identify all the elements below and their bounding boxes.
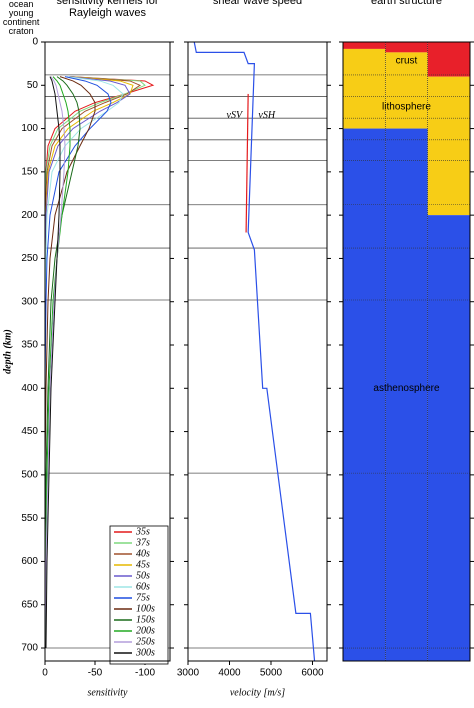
chart-title: sensitivity kernels for Rayleigh waves [56,0,159,19]
legend-label: 40s [136,548,150,559]
layer [343,42,386,49]
kernel-line [45,76,61,649]
legend-label: 60s [136,581,150,592]
y-tick-label: 200 [21,210,38,221]
legend-label: 200s [136,625,155,636]
column-label: ocean [8,0,34,9]
y-tick-label: 550 [21,513,38,524]
velocity-line [245,93,249,233]
y-tick-label: 50 [27,80,39,91]
layer [343,48,386,129]
legend-label: 45s [136,559,150,570]
series-label: vSV [227,110,244,121]
y-tick-label: 350 [21,340,38,351]
layer [385,42,428,53]
region-label: asthenosphere [373,383,440,394]
column-label: young continent [2,8,40,27]
x-tick-label: -100 [135,668,155,679]
column-label: craton [8,26,34,36]
legend-label: 300s [135,647,155,658]
y-tick-label: 650 [21,599,38,610]
x-tick-label: 3000 [177,668,200,679]
kernel-line [44,76,81,649]
y-axis-label: depth (km) [2,329,13,374]
frame [44,41,171,662]
legend-label: 37s [135,537,150,548]
y-tick-label: 0 [32,37,38,48]
frame [187,41,328,662]
y-tick-label: 600 [21,556,38,567]
x-tick-label: 4000 [218,668,241,679]
kernel-line [44,76,71,649]
chart-title: earth structure [371,0,442,7]
x-axis-label: sensitivity [88,687,129,698]
layer [427,42,470,77]
y-tick-label: 400 [21,383,38,394]
kernel-line [44,76,66,649]
legend-label: 35s [135,526,150,537]
layer [385,128,428,661]
x-axis-label: velocity [m/s] [230,687,285,698]
x-tick-label: 0 [42,668,48,679]
y-tick-label: 450 [21,426,38,437]
x-tick-label: 5000 [260,668,283,679]
legend-label: 150s [136,614,155,625]
y-tick-label: 300 [21,296,38,307]
velocity-line [193,41,316,662]
region-label: crust [396,56,418,67]
legend-label: 75s [136,592,150,603]
y-tick-label: 150 [21,167,38,178]
chart-title: shear wave speed [212,0,303,7]
layer [343,128,386,661]
y-tick-label: 250 [21,253,38,264]
x-tick-label: -50 [88,668,103,679]
legend-label: 250s [136,636,155,647]
layer [427,215,470,661]
y-tick-label: 500 [21,470,38,481]
y-tick-label: 100 [21,123,38,134]
kernel-line [44,76,112,649]
y-tick-label: 700 [21,643,38,654]
legend-label: 50s [136,570,150,581]
legend-box [109,525,169,665]
x-tick-label: 6000 [301,668,324,679]
layer [385,52,428,129]
legend-label: 100s [136,603,155,614]
region-label: lithosphere [382,102,431,113]
frame [342,41,471,662]
series-label: vSH [258,110,275,121]
layer [427,76,470,216]
